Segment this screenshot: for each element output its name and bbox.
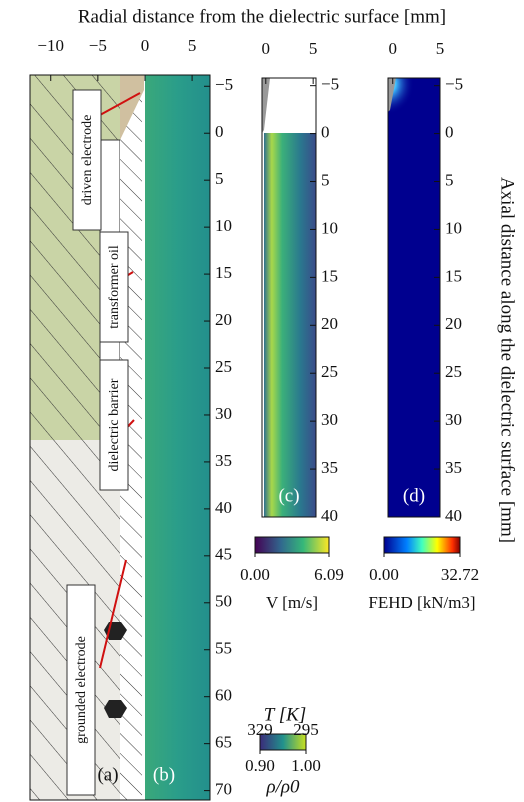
panel-c xyxy=(261,77,317,518)
y-tick-label: 5 xyxy=(445,170,454,189)
colorbar-tick-label: 295 xyxy=(293,720,319,739)
x-tick-label: 5 xyxy=(309,39,318,58)
colorbar-d xyxy=(383,536,461,554)
title: Radial distance from the dielectric surf… xyxy=(78,6,446,27)
x-tick-label: 0 xyxy=(141,36,150,55)
colorbar-c xyxy=(254,536,330,554)
panel-label: (c) xyxy=(278,485,299,506)
y-tick-label: 0 xyxy=(215,122,224,141)
colorbar-b xyxy=(259,733,307,751)
annotation: driven electrode xyxy=(80,115,95,206)
y-tick-label: 10 xyxy=(215,216,232,235)
y-tick-label: 40 xyxy=(215,498,232,517)
y-tick-label: 45 xyxy=(215,545,232,564)
panel-label: (b) xyxy=(153,764,175,785)
x-tick-label: 0 xyxy=(262,39,271,58)
y-tick-label: −5 xyxy=(215,75,233,94)
y-tick-label: 65 xyxy=(215,733,232,752)
x-tick-label: −10 xyxy=(37,36,64,55)
y-tick-label: 25 xyxy=(445,362,462,381)
y-tick-label: 30 xyxy=(445,410,462,429)
colorbar-tick-label: 0.90 xyxy=(245,756,275,775)
y-tick-label: 15 xyxy=(321,266,338,285)
panel-label: (d) xyxy=(403,485,425,506)
y-tick-label: 35 xyxy=(321,458,338,477)
y-tick-label: 70 xyxy=(215,780,232,799)
colorbar-label: FEHD [kN/m3] xyxy=(368,593,475,612)
colorbar-title: T [K] xyxy=(264,704,306,725)
y-tick-label: 40 xyxy=(445,506,462,525)
y-tick-label: −5 xyxy=(445,75,463,94)
y-tick-label: 60 xyxy=(215,686,232,705)
colorbar-label: ρ/ρ0 xyxy=(265,776,300,797)
y-tick-label: 20 xyxy=(445,314,462,333)
y-tick-label: 0 xyxy=(321,123,330,142)
annotation: grounded electrode xyxy=(74,636,89,744)
x-tick-label: −5 xyxy=(89,36,107,55)
colorbar-tick-label: 0.00 xyxy=(369,565,399,584)
y-tick-label: 25 xyxy=(215,357,232,376)
panel-d xyxy=(387,77,441,518)
y-tick-label: 25 xyxy=(321,362,338,381)
y-tick-label: 55 xyxy=(215,639,232,658)
panel-label: (a) xyxy=(97,764,118,785)
y-tick-label: 35 xyxy=(215,451,232,470)
y-tick-label: 30 xyxy=(321,410,338,429)
y-tick-label: 30 xyxy=(215,404,232,423)
y-tick-label: 20 xyxy=(215,310,232,329)
y-tick-label: 10 xyxy=(321,218,338,237)
panel-a xyxy=(29,74,211,801)
colorbar-tick-label: 329 xyxy=(247,720,273,739)
y-tick-label: 10 xyxy=(445,218,462,237)
annotation: transformer oil xyxy=(107,245,122,329)
x-tick-label: 5 xyxy=(436,39,445,58)
y-tick-label: 35 xyxy=(445,458,462,477)
colorbar-label: V [m/s] xyxy=(266,593,318,612)
colorbar-tick-label: 0.00 xyxy=(240,565,270,584)
x-tick-label: 0 xyxy=(388,39,397,58)
colorbar-tick-label: 1.00 xyxy=(291,756,321,775)
y-axis-label: Axial distance along the dielectric surf… xyxy=(497,177,518,543)
y-tick-label: 5 xyxy=(215,169,224,188)
y-tick-label: 0 xyxy=(445,123,454,142)
colorbar-tick-label: 6.09 xyxy=(314,565,344,584)
y-tick-label: 50 xyxy=(215,592,232,611)
y-tick-label: 5 xyxy=(321,170,330,189)
y-tick-label: 15 xyxy=(215,263,232,282)
y-tick-label: −5 xyxy=(321,75,339,94)
y-tick-label: 20 xyxy=(321,314,338,333)
x-tick-label: 5 xyxy=(188,36,197,55)
y-tick-label: 40 xyxy=(321,506,338,525)
annotation: dielectric barrier xyxy=(107,378,122,471)
colorbar-tick-label: 32.72 xyxy=(441,565,479,584)
y-tick-label: 15 xyxy=(445,266,462,285)
